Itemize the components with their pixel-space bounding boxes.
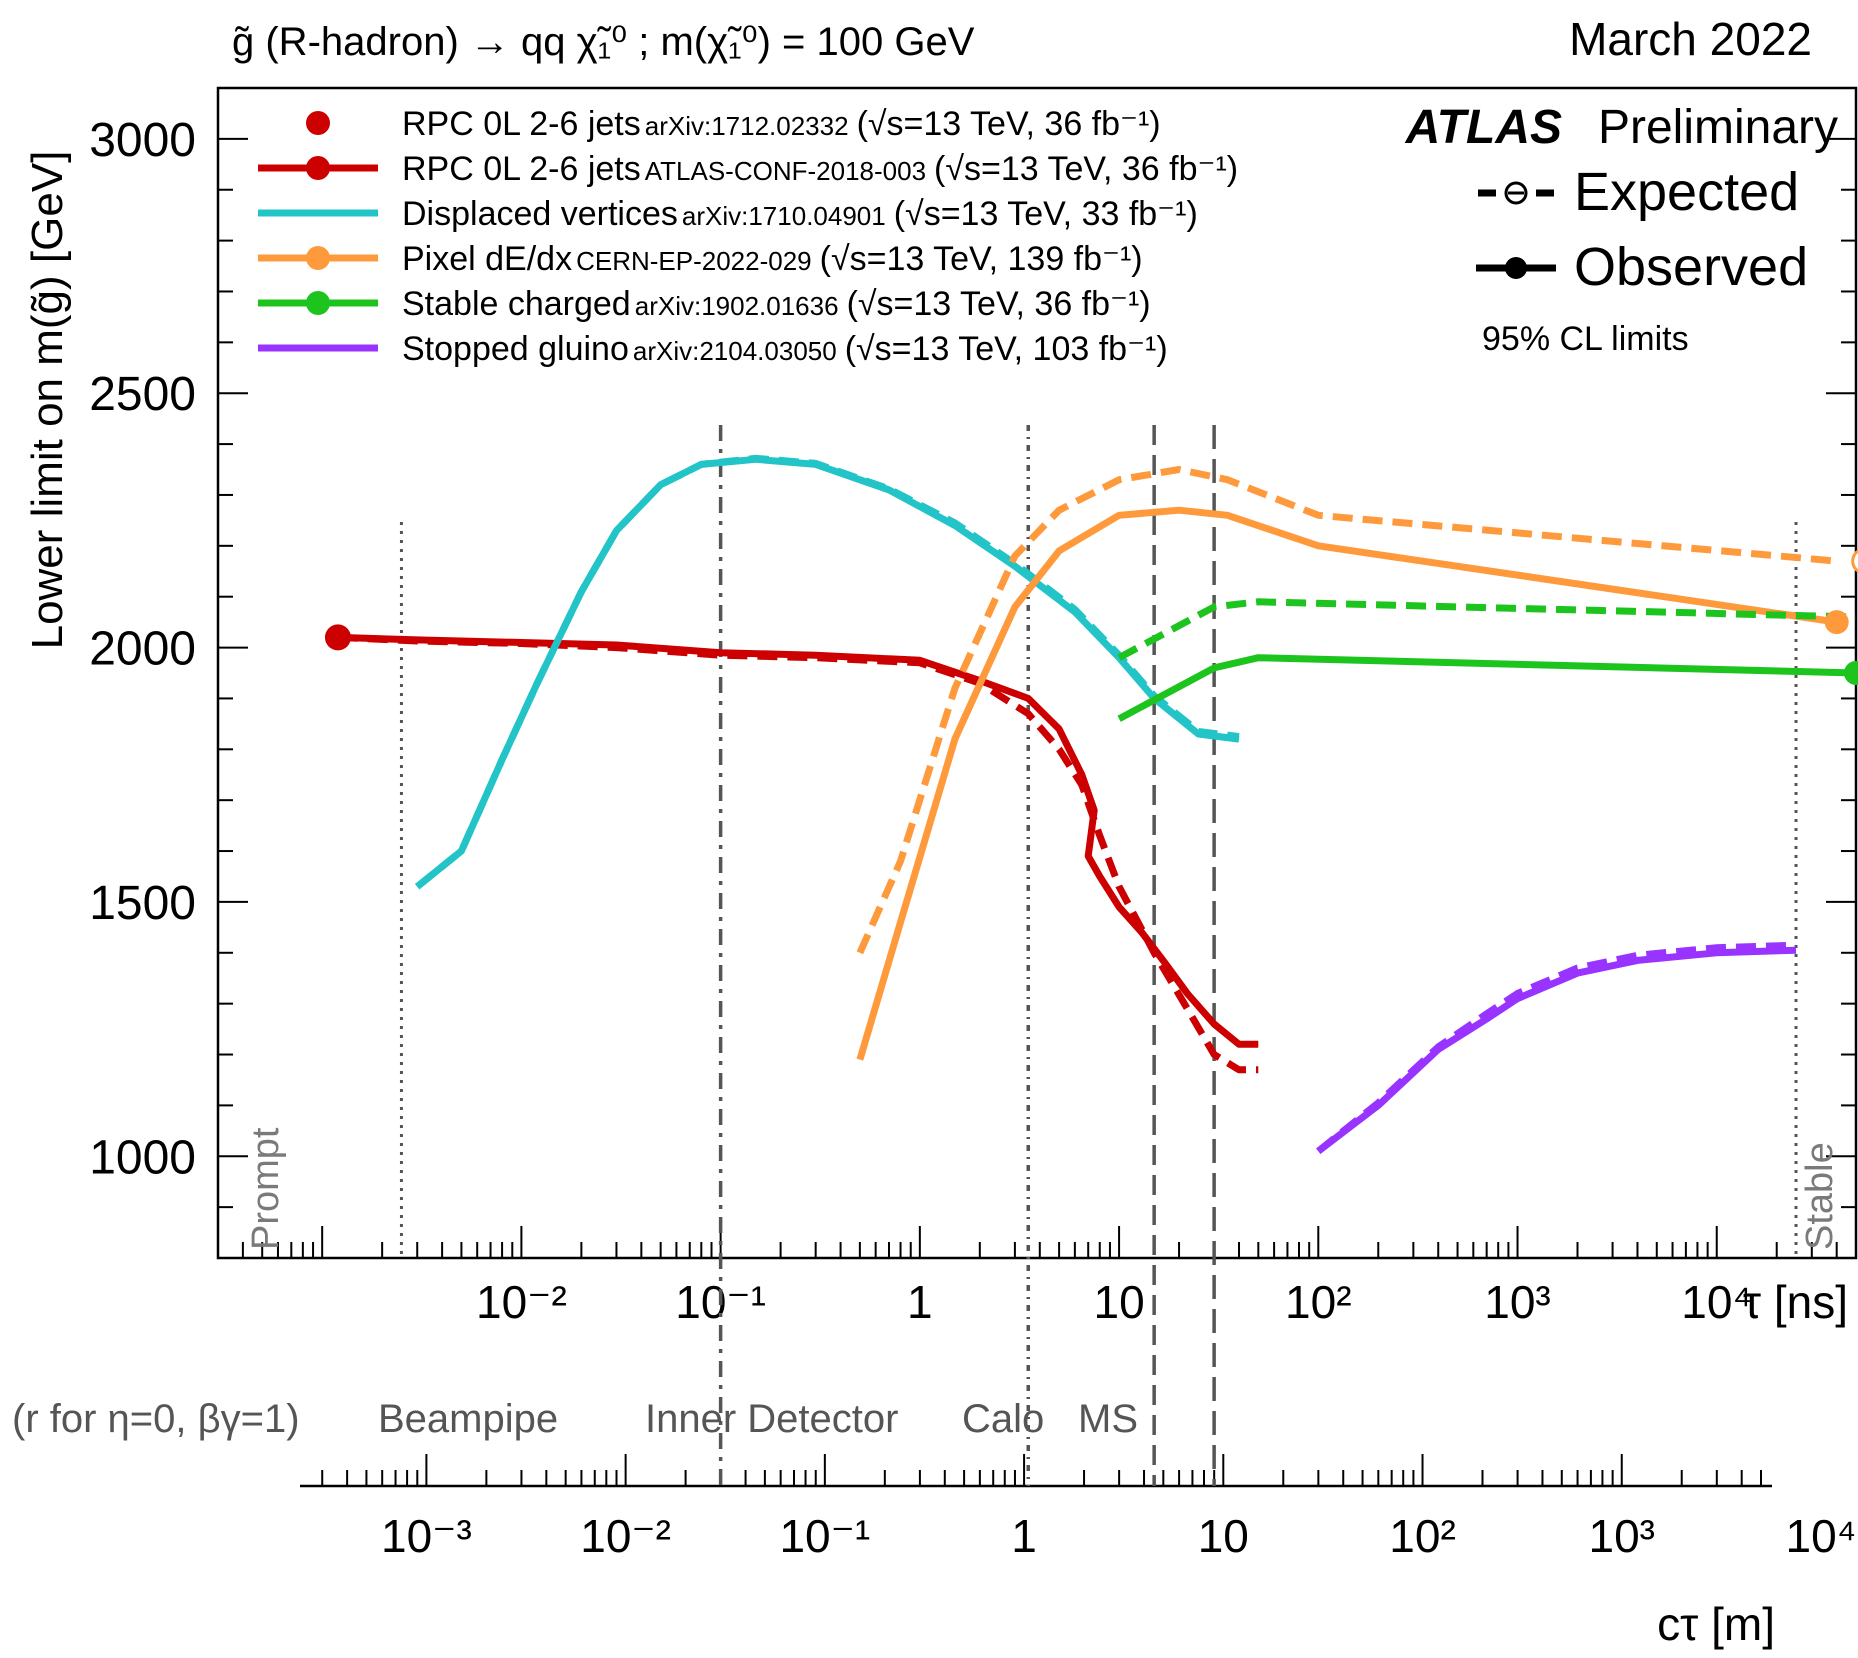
- pixel-de-dx-observed-marker: [1824, 610, 1849, 635]
- experiment-name: ATLAS: [1405, 101, 1562, 154]
- y-axis-label: Lower limit on m(g̃) [GeV]: [23, 151, 72, 650]
- region-calo: Calo: [962, 1397, 1044, 1441]
- x2-tick-label: 10⁻¹: [779, 1510, 870, 1562]
- x2-tick-label: 10³: [1589, 1510, 1655, 1562]
- x-tick-label: 10²: [1285, 1276, 1351, 1328]
- region-beampipe: Beampipe: [378, 1397, 558, 1441]
- radius-note: (r for η=0, βγ=1): [12, 1397, 300, 1441]
- x2-tick-label: 10⁻³: [381, 1510, 472, 1562]
- pixel-de-dx-expected-line: [856, 466, 1838, 955]
- legend-displaced-vertices-2-label: Displaced vertices arXiv:1710.04901 (√s=13…: [402, 195, 1198, 233]
- x-tick-label: 1: [907, 1276, 933, 1328]
- data-end-markers: [1824, 549, 1858, 685]
- detector-region-lines: [718, 425, 1216, 1486]
- x-axis-label: τ [ns]: [1743, 1276, 1848, 1328]
- legend-pixel-de-dx-3-label: Pixel dE/dx CERN-EP-2022-029 (√s=13 TeV, 1…: [402, 240, 1143, 278]
- legend-rpc-0l-2-6-jets-1-marker: [306, 156, 330, 180]
- displaced-vertices-observed-line: [415, 455, 1240, 890]
- x-tick-label: 10⁴: [1681, 1276, 1752, 1328]
- x2-tick-label: 1: [1011, 1510, 1037, 1562]
- stable-charged-observed-marker: [1844, 661, 1858, 685]
- x2-tick-label: 10⁴: [1786, 1510, 1857, 1562]
- expected-key-label: Expected: [1574, 162, 1799, 222]
- legend: RPC 0L 2-6 jets arXiv:1712.02332 (√s=13 Te…: [258, 105, 1238, 368]
- chart-date: March 2022: [1569, 13, 1812, 65]
- legend-rpc-0l-2-6-jets-0-symbol: [306, 111, 330, 135]
- axis-ticks: [217, 87, 1857, 1486]
- y-tick-label: 2000: [89, 623, 196, 676]
- legend-stable-charged-4-label: Stable charged arXiv:1902.01636 (√s=13 TeV…: [402, 285, 1151, 323]
- x-tick-label: 10⁻²: [476, 1276, 567, 1328]
- x-tick-label: 10³: [1484, 1276, 1550, 1328]
- x-tick-label: 10: [1093, 1276, 1144, 1328]
- pixel-de-dx-observed-line: [856, 506, 1838, 1061]
- y-tick-labels: 1000 1500 2000 2500 3000: [89, 114, 196, 1184]
- x2-tick-label: 10⁻²: [580, 1510, 671, 1562]
- x2-axis-label: cτ [m]: [1657, 1598, 1775, 1650]
- stable-charged-observed-line: [1117, 654, 1856, 722]
- x-tick-labels: 10⁻² 10⁻¹ 1 10 10² 10³ 10⁴: [476, 1276, 1752, 1328]
- rpc-0l-2-6-jets-observed-line: [337, 633, 1259, 1048]
- observed-key: [1476, 257, 1556, 279]
- region-ms: MS: [1078, 1397, 1138, 1441]
- legend-rpc-0l-2-6-jets-0-label: RPC 0L 2-6 jets arXiv:1712.02332 (√s=13 Te…: [402, 105, 1161, 143]
- region-inner-detector: Inner Detector: [645, 1397, 898, 1441]
- observed-key-label: Observed: [1574, 237, 1808, 297]
- prompt-stable-lines: [399, 522, 1798, 1258]
- prompt-label: Prompt: [245, 1127, 287, 1250]
- legend-rpc-0l-2-6-jets-1-label: RPC 0L 2-6 jets ATLAS-CONF-2018-003 (√s=13…: [402, 150, 1238, 188]
- x2-tick-label: 10: [1198, 1510, 1249, 1562]
- y-tick-label: 1500: [89, 877, 196, 930]
- pixel-de-dx-expected-marker: [1851, 549, 1858, 573]
- legend-stable-charged-4-marker: [306, 291, 330, 315]
- expected-key: [1478, 181, 1554, 205]
- x2-tick-labels: 10⁻³ 10⁻² 10⁻¹ 1 10 10² 10³ 10⁴: [381, 1510, 1856, 1562]
- stopped-gluino-observed-line: [1316, 946, 1797, 1154]
- y-tick-label: 2500: [89, 368, 196, 421]
- legend-pixel-de-dx-3-marker: [306, 246, 330, 270]
- stable-charged-expected-line: [1117, 598, 1856, 661]
- cl-note: 95% CL limits: [1482, 320, 1689, 358]
- y-tick-label: 3000: [89, 114, 196, 167]
- rpc-0l-2-6-jets-expected-line: [337, 633, 1259, 1074]
- x2-tick-label: 10²: [1389, 1510, 1455, 1562]
- chart-title: g̃ (R-hadron) → qq χ̃₁⁰ ; m(χ̃₁⁰) = 100 …: [232, 20, 975, 64]
- experiment-status: Preliminary: [1598, 101, 1838, 154]
- stable-label: Stable: [1799, 1142, 1841, 1250]
- legend-stopped-gluino-5-label: Stopped gluino arXiv:2104.03050 (√s=13 TeV…: [402, 330, 1168, 368]
- data-series: [324, 454, 1856, 1154]
- y-tick-label: 1000: [89, 1131, 196, 1184]
